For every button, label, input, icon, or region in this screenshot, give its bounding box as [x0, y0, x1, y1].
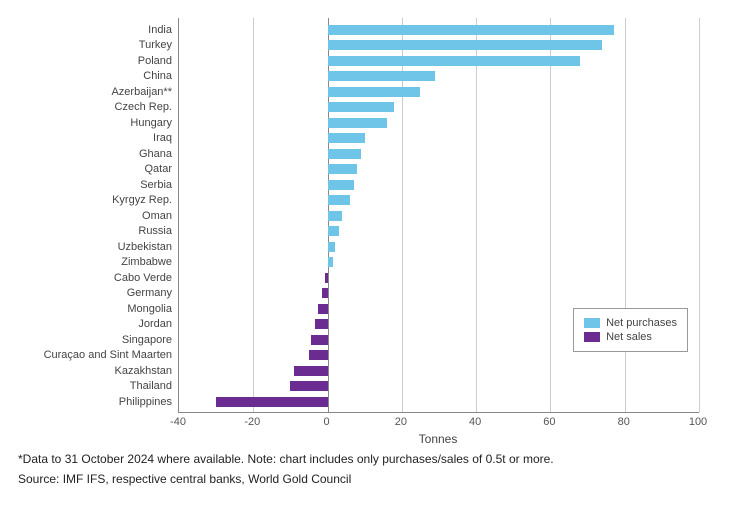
legend-label: Net sales: [606, 331, 652, 343]
bar-net_sales: [318, 304, 327, 314]
y-axis-label: Kazakhstan: [18, 365, 172, 377]
x-tick-label: 60: [543, 416, 555, 428]
y-axis-label: China: [18, 70, 172, 82]
bar-net_purchases: [328, 118, 387, 128]
bar-net_purchases: [328, 87, 421, 97]
bar-net_purchases: [328, 71, 436, 81]
x-tick-label: -20: [244, 416, 260, 428]
y-axis-label: Oman: [18, 210, 172, 222]
legend-item: Net purchases: [584, 317, 677, 329]
y-axis-label: Qatar: [18, 163, 172, 175]
bar-net_sales: [290, 381, 327, 391]
y-axis-label: Iraq: [18, 132, 172, 144]
bar-net_sales: [315, 319, 328, 329]
y-axis-label: Singapore: [18, 334, 172, 346]
y-axis-label: India: [18, 24, 172, 36]
y-axis-label: Cabo Verde: [18, 272, 172, 284]
x-tick-label: 80: [618, 416, 630, 428]
x-tick-label: 20: [395, 416, 407, 428]
y-axis-label: Poland: [18, 55, 172, 67]
footnote-line-2: Source: IMF IFS, respective central bank…: [18, 472, 719, 488]
x-tick-label: 0: [324, 416, 330, 428]
bar-net_sales: [309, 350, 328, 360]
bar-net_purchases: [328, 164, 358, 174]
plot-area: [178, 18, 699, 413]
legend-label: Net purchases: [606, 317, 677, 329]
bar-net_purchases: [328, 102, 395, 112]
bar-net_sales: [294, 366, 327, 376]
legend: Net purchases Net sales: [573, 308, 688, 352]
y-axis-label: Serbia: [18, 179, 172, 191]
bar-net_purchases: [328, 211, 343, 221]
y-axis-label: Hungary: [18, 117, 172, 129]
x-tick-label: 40: [469, 416, 481, 428]
y-axis-label: Azerbaijan**: [18, 86, 172, 98]
bar-net_purchases: [328, 242, 335, 252]
bar-net_purchases: [328, 226, 339, 236]
x-tick-label: -40: [170, 416, 186, 428]
bar-net_purchases: [328, 180, 354, 190]
bar-net_sales: [322, 288, 328, 298]
bar-net_purchases: [328, 257, 334, 267]
y-axis-label: Mongolia: [18, 303, 172, 315]
y-axis-label: Uzbekistan: [18, 241, 172, 253]
bar-net_purchases: [328, 40, 603, 50]
y-axis-label: Turkey: [18, 39, 172, 51]
bar-net_purchases: [328, 133, 365, 143]
bar-net_purchases: [328, 25, 614, 35]
y-axis-label: Curaçao and Sint Maarten: [18, 349, 172, 361]
bar-net_purchases: [328, 195, 350, 205]
bar-net_sales: [325, 273, 328, 283]
y-axis-label: Jordan: [18, 318, 172, 330]
bar-net_sales: [311, 335, 328, 345]
y-axis-label: Zimbabwe: [18, 256, 172, 268]
y-axis-label: Czech Rep.: [18, 101, 172, 113]
y-axis-label: Kyrgyz Rep.: [18, 194, 172, 206]
grid-line: [253, 18, 254, 412]
bar-net_sales: [216, 397, 327, 407]
legend-item: Net sales: [584, 331, 677, 343]
gold-purchases-chart: India Turkey Poland China Azerbaijan** Czech …: [18, 8, 718, 448]
bar-net_purchases: [328, 149, 361, 159]
legend-swatch: [584, 318, 600, 328]
grid-line: [699, 18, 700, 412]
y-axis-label: Russia: [18, 225, 172, 237]
x-axis-title: Tonnes: [419, 432, 458, 446]
bar-net_purchases: [328, 56, 581, 66]
legend-swatch: [584, 332, 600, 342]
x-tick-label: 100: [689, 416, 707, 428]
y-axis-label: Ghana: [18, 148, 172, 160]
footnote-line-1: *Data to 31 October 2024 where available…: [18, 452, 719, 468]
y-axis-label: Germany: [18, 287, 172, 299]
y-axis-label: Philippines: [18, 396, 172, 408]
y-axis-label: Thailand: [18, 380, 172, 392]
grid-line: [476, 18, 477, 412]
grid-line: [625, 18, 626, 412]
grid-line: [550, 18, 551, 412]
